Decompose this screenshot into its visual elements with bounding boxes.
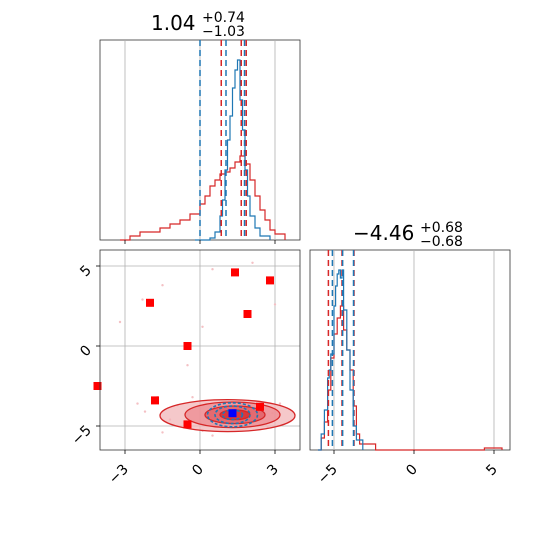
hist1-red-series bbox=[120, 155, 286, 241]
scatter-sample-point bbox=[186, 364, 189, 367]
scatter-sample-point bbox=[278, 402, 282, 405]
scatter-ytick-label: 0 bbox=[77, 343, 95, 361]
title-param2-median: −4.46 bbox=[353, 221, 414, 245]
scatter-sample-point bbox=[201, 325, 204, 328]
blue-square-marker bbox=[228, 409, 237, 418]
hist2-xtick-label: −5 bbox=[315, 462, 341, 488]
scatter-sample-point bbox=[273, 303, 277, 306]
title-param2-minus: −0.68 bbox=[420, 234, 463, 250]
scatter-ytick-label: 5 bbox=[77, 263, 95, 281]
red-square-marker bbox=[183, 342, 192, 350]
scatter-sample-point bbox=[211, 434, 214, 437]
hist2-xtick-label: 0 bbox=[403, 462, 421, 480]
scatter-ytick-label: −5 bbox=[69, 423, 95, 449]
blue-contour bbox=[214, 405, 251, 425]
scatter-sample-point bbox=[211, 268, 214, 271]
hist2-frame bbox=[309, 249, 511, 451]
scatter-sample-point bbox=[136, 402, 139, 405]
scatter-sample-point bbox=[141, 298, 144, 301]
scatter-sample-point bbox=[191, 396, 194, 399]
hist2-xtick-label: 5 bbox=[483, 462, 501, 480]
scatter-xtick-label: 0 bbox=[189, 462, 207, 480]
red-square-marker bbox=[256, 402, 264, 411]
histogram-panel-param2: −5 0 5 −4.46 +0.68 −0.68 bbox=[309, 220, 511, 488]
histogram-panel-param1: 1.04 +0.74 −1.03 bbox=[99, 10, 301, 244]
red-square-marker bbox=[243, 310, 252, 318]
scatter-sample-point bbox=[143, 410, 147, 413]
red-square-marker bbox=[183, 420, 192, 429]
scatter-sample-point bbox=[118, 320, 122, 324]
scatter-sample-point bbox=[161, 284, 164, 287]
title-param2-plus: +0.68 bbox=[420, 220, 463, 236]
title-param1-minus: −1.03 bbox=[202, 24, 245, 40]
title-param1-median: 1.04 bbox=[151, 11, 196, 35]
blue-contour bbox=[206, 401, 259, 428]
scatter-xtick-label: −3 bbox=[106, 462, 132, 488]
scatter-xtick-label: 3 bbox=[264, 462, 282, 480]
red-square-marker bbox=[266, 276, 274, 285]
red-square-marker bbox=[151, 396, 159, 405]
red-square-marker bbox=[146, 298, 154, 307]
title-param1-plus: +0.74 bbox=[202, 10, 245, 26]
hist2-blue-series bbox=[318, 269, 364, 451]
hist1-blue-series bbox=[195, 59, 271, 241]
red-square-marker bbox=[93, 382, 102, 390]
red-square-marker bbox=[231, 268, 239, 277]
scatter-sample-point bbox=[251, 261, 254, 264]
scatter-sample-point bbox=[161, 431, 164, 434]
scatter-contour-panel: −3 0 3 −5 0 5 bbox=[69, 249, 301, 488]
hist2-red-series bbox=[318, 305, 503, 451]
